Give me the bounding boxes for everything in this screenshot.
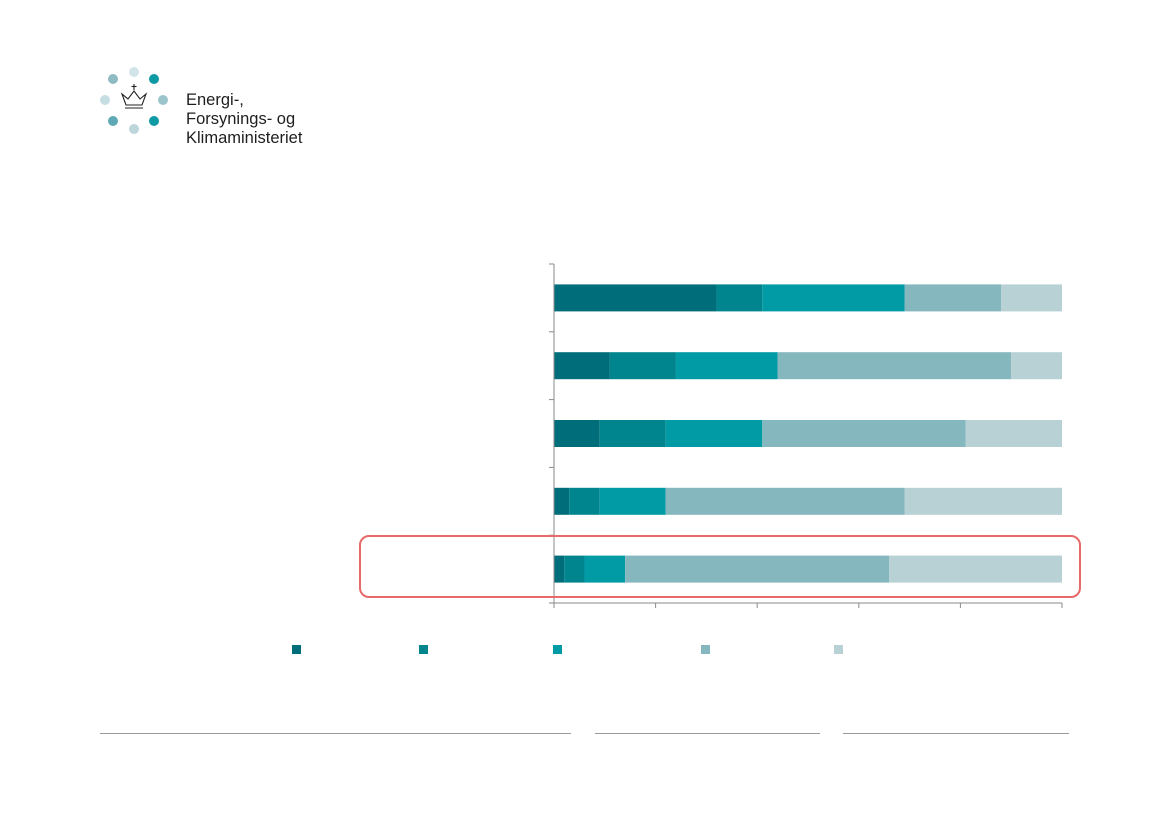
logo-line-3: Klimaministeriet [186, 129, 303, 147]
legend-swatch-series-1 [292, 645, 301, 654]
logo-dot [149, 116, 159, 126]
legend-swatch-series-4 [701, 645, 710, 654]
logo-dot [129, 124, 139, 134]
bar-segment-row-4-series-1 [554, 487, 570, 515]
logo-line-2: Forsynings- og [186, 110, 296, 128]
logo-dot [108, 74, 118, 84]
bar-segment-row-4-series-2 [569, 487, 600, 515]
bar-segment-row-5-series-2 [564, 555, 585, 583]
ministry-logo: Energi-, Forsynings- og Klimaministeriet [96, 64, 356, 164]
logo-line-1: Energi-, [186, 91, 244, 109]
bar-segment-row-3-series-2 [599, 420, 666, 447]
legend-swatch-series-2 [419, 645, 428, 654]
bar-segment-row-3-series-3 [665, 420, 763, 447]
footer-rule-middle [595, 733, 820, 734]
logo-dot [158, 95, 168, 105]
bar-segment-row-4-series-5 [904, 487, 1062, 515]
logo-dot [129, 67, 139, 77]
bar-segment-row-5-series-4 [625, 555, 890, 583]
highlight-frame [359, 535, 1081, 598]
legend-swatch-series-5 [834, 645, 843, 654]
logo-dot [100, 95, 110, 105]
bar-segment-row-5-series-5 [889, 555, 1062, 583]
bar-segment-row-3-series-1 [554, 420, 600, 447]
bar-segment-row-5-series-1 [554, 555, 565, 583]
bar-segment-row-5-series-3 [584, 555, 626, 583]
logo-mark [100, 67, 168, 134]
bar-segment-row-1-series-3 [762, 284, 905, 312]
bar-segment-row-2-series-4 [777, 352, 1012, 380]
chart-axes [549, 263, 1063, 608]
bar-segment-row-1-series-2 [716, 284, 763, 312]
logo-dot [149, 74, 159, 84]
legend-swatch-series-3 [553, 645, 562, 654]
bar-segment-row-2-series-2 [609, 352, 676, 380]
bar-segment-row-2-series-3 [675, 352, 778, 380]
bar-segment-row-2-series-5 [1011, 352, 1062, 380]
bar-segment-row-2-series-1 [554, 352, 610, 380]
crown-icon [120, 84, 148, 109]
footer-rule-right [843, 733, 1069, 734]
bar-segment-row-1-series-1 [554, 284, 717, 312]
bar-group [554, 284, 1062, 583]
footer-rule-left [100, 733, 571, 734]
bar-segment-row-3-series-4 [762, 420, 966, 447]
bar-segment-row-4-series-4 [665, 487, 905, 515]
logo-dot [108, 116, 118, 126]
bar-segment-row-1-series-5 [1001, 284, 1062, 312]
bar-segment-row-1-series-4 [904, 284, 1002, 312]
bar-segment-row-3-series-5 [965, 420, 1062, 447]
logo-wordmark: Energi-, Forsynings- og Klimaministeriet [186, 91, 302, 148]
bar-segment-row-4-series-3 [599, 487, 666, 515]
